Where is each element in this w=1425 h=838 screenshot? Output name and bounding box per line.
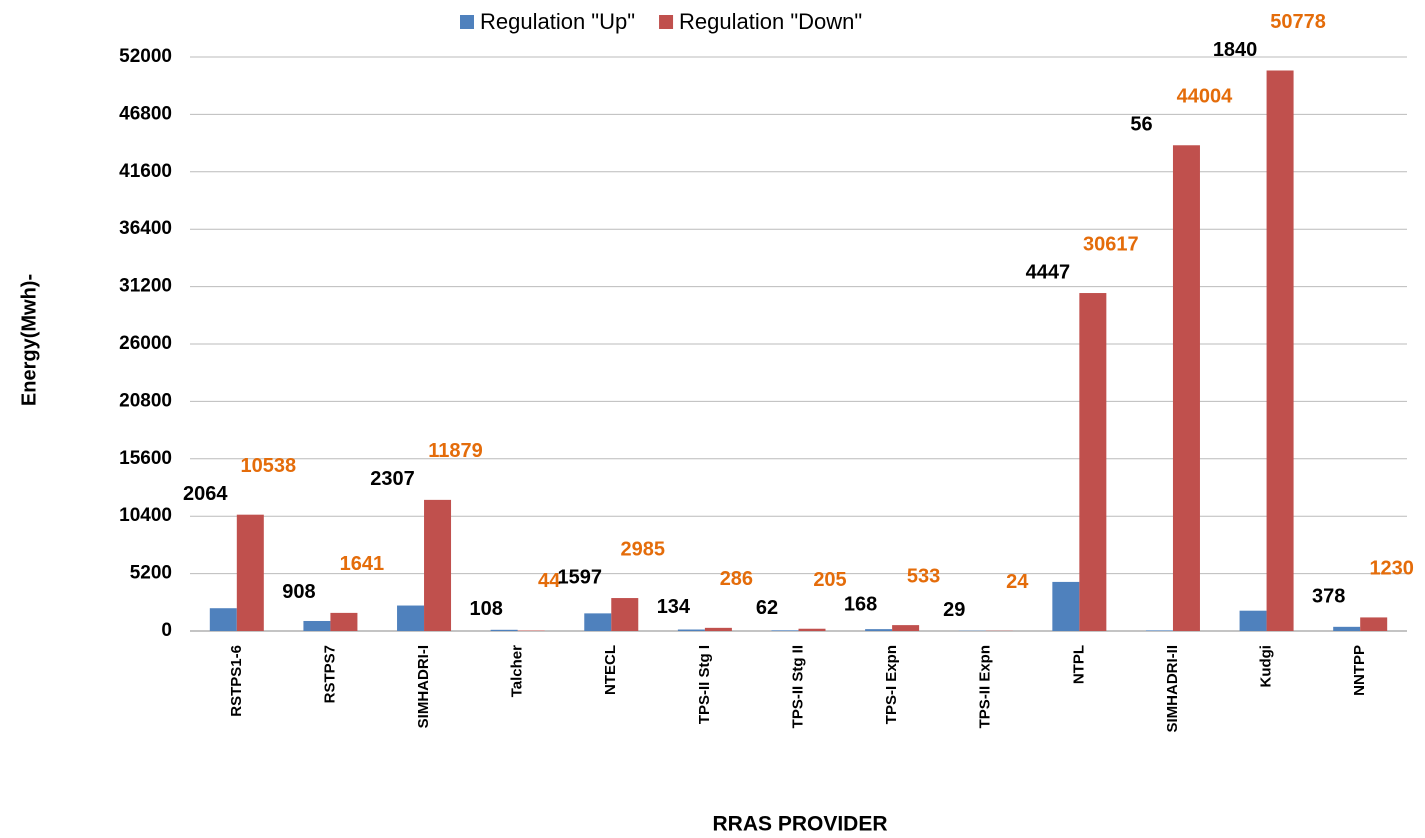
bar <box>771 630 799 631</box>
data-label: 286 <box>720 568 753 590</box>
bar <box>1145 630 1173 631</box>
data-label: 11879 <box>428 440 483 462</box>
data-label: 10538 <box>240 455 296 477</box>
data-label: 44 <box>538 570 561 592</box>
data-label: 56 <box>1130 114 1152 136</box>
x-tick-label: RSTPS7 <box>321 645 338 703</box>
bar <box>236 514 264 631</box>
data-label: 2064 <box>183 483 228 505</box>
data-label: 1230 <box>1369 558 1414 580</box>
bar <box>1079 293 1107 631</box>
data-label: 168 <box>844 593 877 615</box>
data-label: 1597 <box>558 566 603 588</box>
x-tick-label: RSTPS1-6 <box>228 645 245 717</box>
legend-swatch <box>460 15 474 29</box>
bar <box>424 499 452 631</box>
bar <box>303 620 331 631</box>
x-tick-label: NTECL <box>602 645 619 695</box>
data-label: 1641 <box>340 553 385 575</box>
y-tick-label: 52000 <box>119 46 172 67</box>
bar <box>892 625 920 631</box>
x-tick-label: TPS-II Expn <box>977 645 994 728</box>
bar <box>330 612 358 631</box>
data-label: 50778 <box>1270 11 1326 33</box>
bar <box>704 627 732 631</box>
bar <box>1172 145 1200 631</box>
legend-label: Regulation "Up" <box>480 9 635 34</box>
data-label: 62 <box>756 597 778 619</box>
data-label: 134 <box>657 596 691 618</box>
bar <box>490 629 518 631</box>
x-tick-label: SIMHADRI-I <box>415 645 432 728</box>
y-tick-label: 10400 <box>119 505 172 526</box>
data-label: 2985 <box>621 538 666 560</box>
x-tick-label: Kudgi <box>1258 645 1275 688</box>
x-tick-label: TPS-II Stg II <box>789 645 806 728</box>
x-tick-label: Talcher <box>509 645 526 697</box>
data-label: 4447 <box>1026 261 1071 283</box>
x-tick-label: NTPL <box>1070 645 1087 684</box>
data-label: 24 <box>1006 571 1029 593</box>
bar <box>1333 626 1361 631</box>
data-label: 44004 <box>1177 86 1233 108</box>
y-tick-label: 36400 <box>119 218 172 239</box>
y-tick-label: 46800 <box>119 103 172 124</box>
bar <box>677 629 705 631</box>
bar <box>209 608 237 631</box>
data-label: 108 <box>469 598 502 620</box>
bar <box>798 628 826 631</box>
x-tick-label: SIMHADRI-II <box>1164 645 1181 733</box>
data-label: 378 <box>1312 586 1345 608</box>
y-tick-label: 31200 <box>119 276 172 297</box>
y-tick-label: 41600 <box>119 161 172 182</box>
data-label: 30617 <box>1083 233 1139 255</box>
y-tick-label: 15600 <box>119 448 172 469</box>
legend-swatch <box>659 15 674 29</box>
bar <box>1239 610 1267 631</box>
bar <box>611 598 639 631</box>
data-label: 533 <box>907 565 940 587</box>
bar <box>865 629 893 631</box>
y-tick-label: 20800 <box>119 390 172 411</box>
bar <box>397 605 425 631</box>
data-label: 2307 <box>370 468 415 490</box>
x-axis-label: RRAS PROVIDER <box>712 813 887 836</box>
y-tick-label: 26000 <box>119 333 172 354</box>
data-label: 29 <box>943 599 965 621</box>
x-tick-label: NNTPP <box>1351 645 1368 696</box>
legend-label: Regulation "Down" <box>679 9 862 34</box>
bar <box>1052 581 1080 631</box>
data-label: 908 <box>282 581 315 603</box>
y-axis-label: Energy(Mwh)- <box>18 274 40 406</box>
y-tick-label: 0 <box>161 620 172 641</box>
bar <box>1266 70 1294 631</box>
x-tick-label: TPS-II Stg I <box>696 645 713 724</box>
bar <box>584 613 612 631</box>
bar <box>1360 617 1388 631</box>
x-tick-label: TPS-I Expn <box>883 645 900 724</box>
data-label: 205 <box>813 569 846 591</box>
y-tick-label: 5200 <box>130 563 172 584</box>
data-label: 1840 <box>1213 39 1258 61</box>
